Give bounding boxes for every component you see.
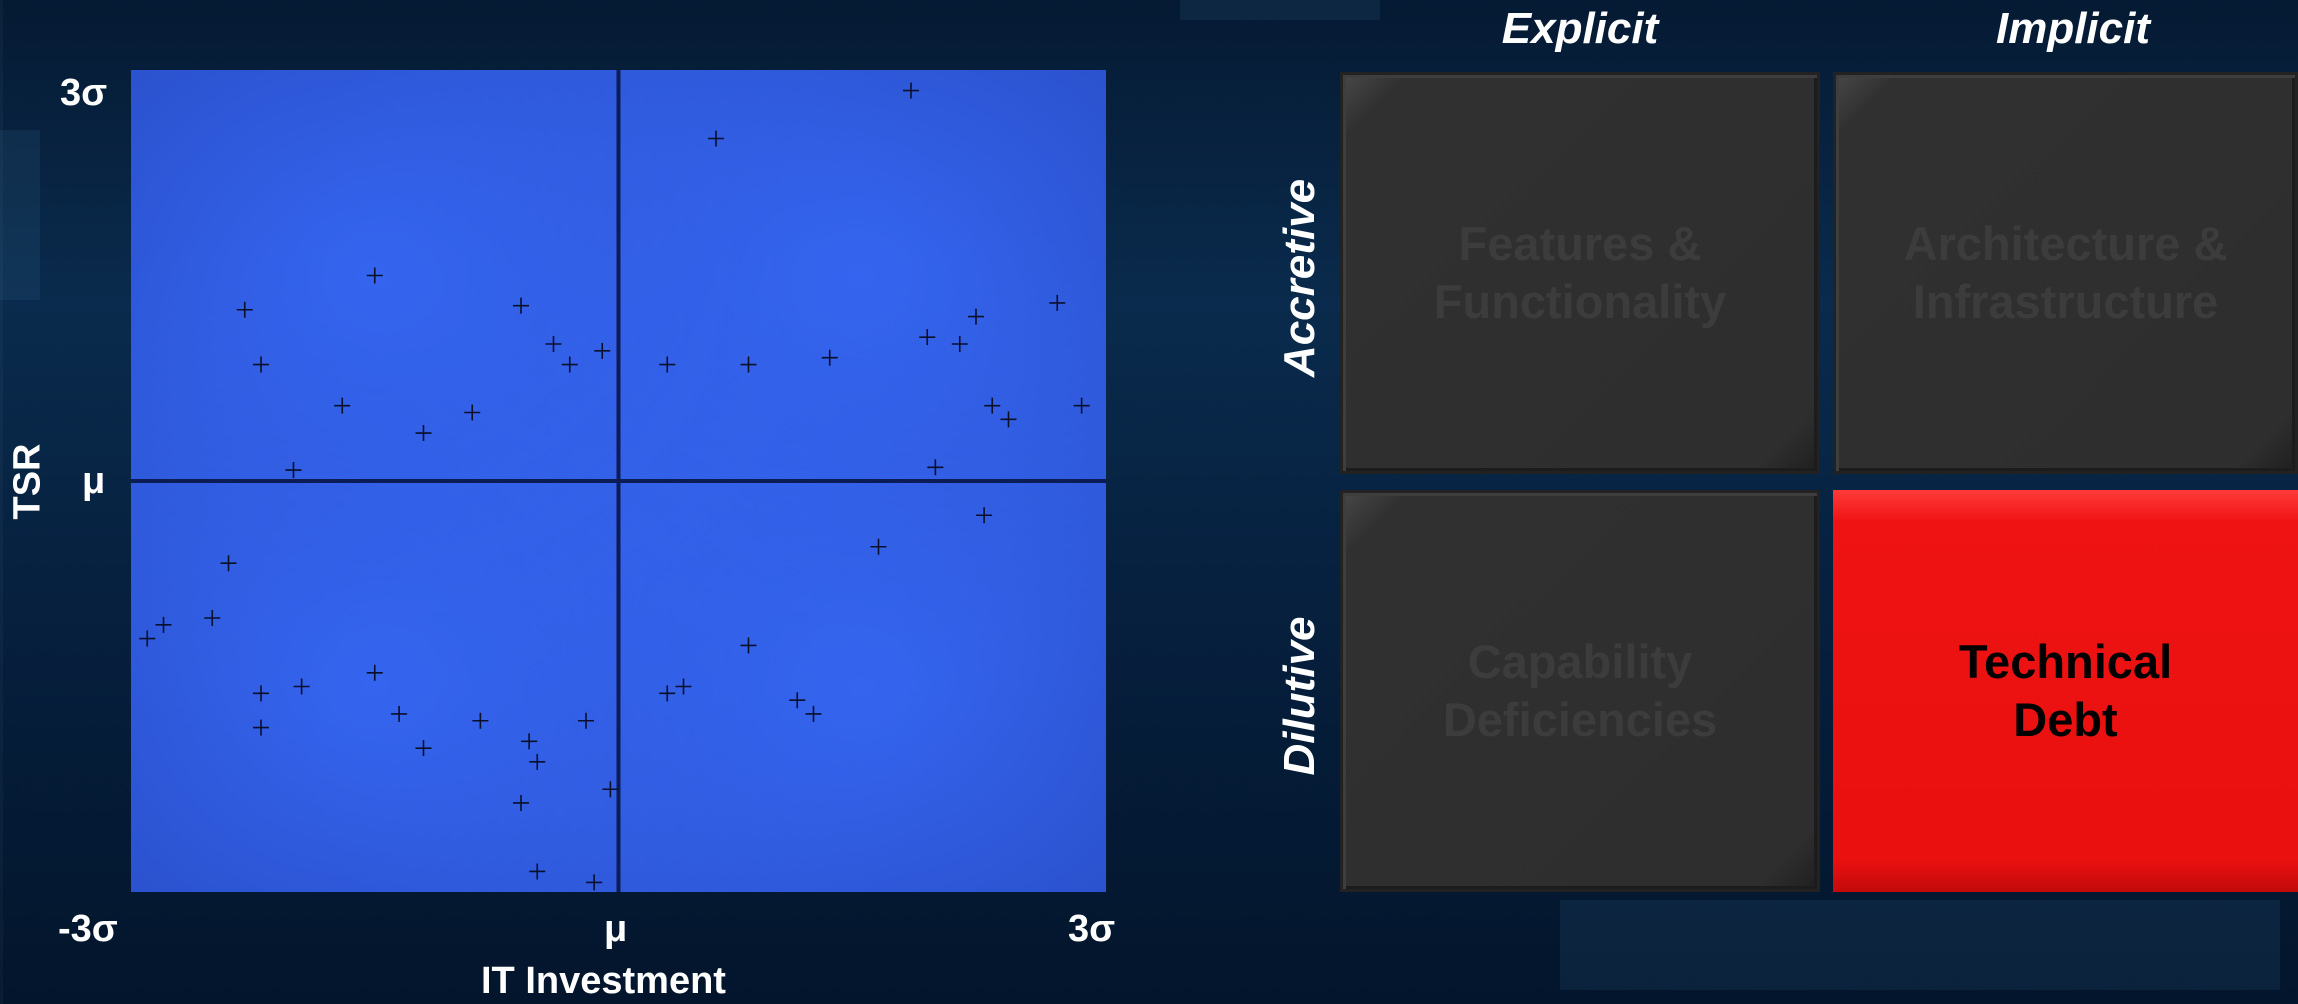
scatter-point [366, 267, 383, 284]
scatter-point [968, 308, 984, 325]
scatter-point [903, 82, 919, 99]
cell-label: Technical Debt [1958, 635, 2173, 746]
scatter-point [740, 637, 757, 654]
scatter-point [919, 329, 936, 346]
cell-features-functionality: Features & Functionality [1340, 72, 1820, 474]
background-strip [0, 130, 40, 300]
scatter-point [155, 616, 172, 633]
scatter-point [951, 336, 968, 352]
scatter-point [586, 874, 603, 891]
scatter-point [366, 664, 383, 681]
scatter-point [561, 356, 578, 373]
background-strip [1180, 0, 1380, 20]
x-tick-right: 3σ [1068, 908, 1116, 950]
scatter-point [513, 794, 529, 811]
scatter-point [513, 297, 529, 314]
scatter-point [1049, 294, 1066, 311]
scatter-point [236, 301, 253, 318]
scatter-point [334, 397, 351, 414]
scatter-point [821, 349, 838, 366]
scatter-point [578, 712, 594, 729]
scatter-point [220, 555, 237, 572]
cell-label: Features & Functionality [1433, 217, 1727, 328]
scatter-point [659, 356, 676, 373]
scatter-point [464, 404, 481, 421]
scatter-plot [131, 70, 1106, 892]
x-tick-left: -3σ [58, 908, 118, 950]
row-header-accretive: Accretive [1275, 178, 1324, 378]
scatter-point [253, 356, 269, 373]
scatter-point [805, 705, 822, 722]
scatter-point [1000, 411, 1017, 428]
cell-label: Architecture & Infrastructure [1903, 217, 2228, 328]
scatter-point [545, 336, 562, 352]
cell-label: Capability Deficiencies [1442, 635, 1718, 746]
scatter-point [293, 678, 310, 695]
y-tick-top: 3σ [60, 72, 108, 114]
y-tick-mid: μ [82, 460, 106, 502]
x-tick-mid: μ [604, 908, 628, 950]
scatter-point [870, 538, 887, 555]
column-header-explicit: Explicit [1501, 4, 1659, 53]
scatter-points [139, 82, 1090, 891]
scatter-point [391, 705, 408, 722]
scatter-svg [131, 70, 1106, 892]
scatter-point [472, 712, 489, 729]
cell-capability-deficiencies: Capability Deficiencies [1340, 490, 1820, 892]
scatter-point [675, 678, 692, 695]
cell-architecture-infrastructure: Architecture & Infrastructure [1833, 72, 2298, 474]
scatter-point [415, 740, 432, 757]
scatter-point [253, 685, 269, 702]
scatter-point [139, 630, 156, 647]
scatter-point [415, 425, 432, 442]
scatter-point [1073, 397, 1090, 414]
scatter-point [253, 719, 269, 736]
scatter-point [285, 462, 302, 479]
scatter-point [659, 685, 676, 702]
y-axis-title: TSR [6, 443, 49, 520]
cell-technical-debt: Technical Debt [1833, 490, 2298, 892]
scatter-point [708, 130, 724, 147]
scatter-point [927, 459, 944, 476]
scatter-point [529, 753, 546, 770]
scatter-point [984, 397, 1001, 414]
scatter-point [602, 781, 619, 798]
background-strip [1560, 900, 2280, 990]
scatter-point [976, 507, 993, 524]
x-axis-title: IT Investment [481, 960, 726, 1002]
scatter-point [204, 610, 221, 626]
scatter-point [529, 863, 546, 880]
column-header-implicit: Implicit [1995, 4, 2151, 53]
scatter-point [740, 356, 757, 373]
scatter-point [521, 733, 538, 750]
scatter-point [789, 692, 806, 709]
row-header-dilutive: Dilutive [1275, 616, 1324, 776]
scatter-point [594, 342, 611, 359]
